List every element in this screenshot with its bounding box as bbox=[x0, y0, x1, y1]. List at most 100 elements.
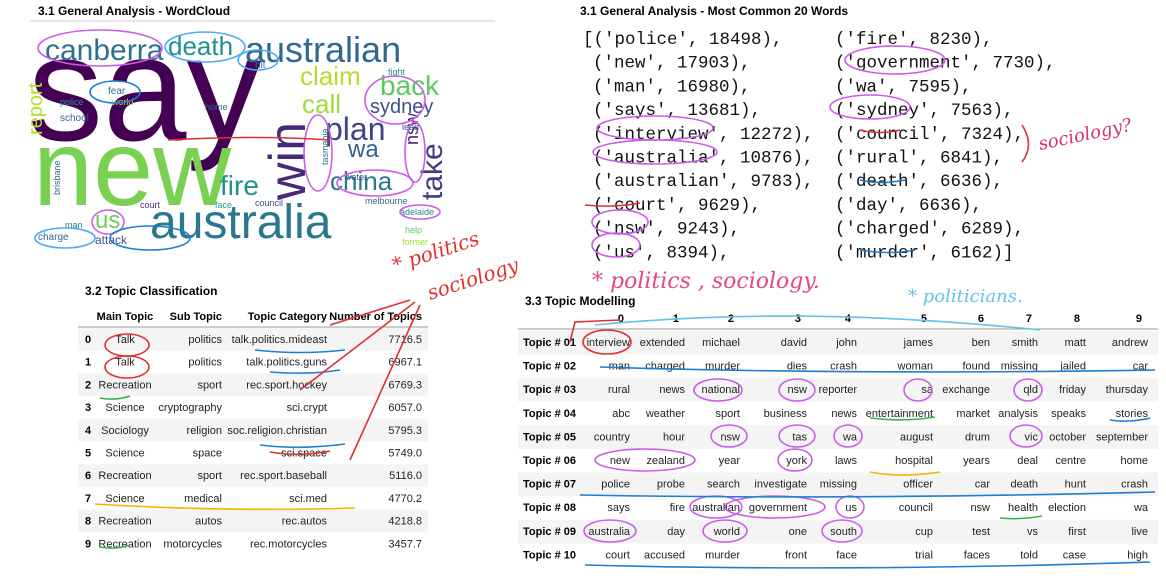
cloud-word: plan bbox=[325, 111, 386, 147]
cell: Talk bbox=[115, 334, 135, 346]
pen-circle bbox=[833, 424, 863, 448]
cell: nsw bbox=[720, 431, 740, 443]
cell: live bbox=[1131, 526, 1148, 538]
cloud-word: claim bbox=[300, 61, 361, 91]
cloud-word: call bbox=[302, 89, 341, 119]
modelling-title: 3.3 Topic Modelling bbox=[525, 294, 635, 308]
cell: jailed bbox=[1059, 361, 1086, 373]
cell: friday bbox=[1059, 384, 1086, 396]
cell: 4218.8 bbox=[388, 516, 422, 528]
cell: man bbox=[609, 361, 630, 373]
column-header: 7 bbox=[1026, 313, 1032, 325]
row-stripe bbox=[78, 328, 428, 351]
pen-circle bbox=[404, 121, 426, 183]
word-count-line: ('murder', 6162)] bbox=[835, 243, 1014, 263]
cell: talk.politics.guns bbox=[246, 357, 327, 369]
cloud-word: attack bbox=[95, 233, 128, 247]
cell: woman bbox=[897, 361, 933, 373]
pen-stroke bbox=[299, 299, 421, 461]
word-count-line: ('court', 9629), bbox=[593, 196, 761, 216]
row-index: 2 bbox=[85, 379, 91, 391]
cell: case bbox=[1063, 549, 1086, 561]
row-label: Topic # 06 bbox=[523, 455, 576, 467]
cell: david bbox=[781, 337, 807, 349]
cloud-word: win bbox=[259, 122, 317, 201]
row-label: Topic # 07 bbox=[523, 479, 576, 491]
cell: faces bbox=[964, 549, 991, 561]
pen-circle bbox=[821, 519, 863, 543]
pen-stroke bbox=[1109, 417, 1151, 422]
row-label: Topic # 04 bbox=[523, 408, 577, 420]
cell: rec.sport.baseball bbox=[240, 470, 327, 482]
cell: Recreation bbox=[98, 379, 151, 391]
pen-stroke bbox=[254, 349, 346, 354]
wordcloud-title: 3.1 General Analysis - WordCloud bbox=[38, 4, 230, 18]
cell: laws bbox=[835, 455, 858, 467]
cell: abc bbox=[612, 408, 630, 420]
cell: qld bbox=[1023, 384, 1038, 396]
column-header: Sub Topic bbox=[170, 311, 222, 323]
cell: drum bbox=[965, 431, 990, 443]
row-label: Topic # 05 bbox=[523, 431, 576, 443]
cell: august bbox=[900, 431, 933, 443]
pen-circle bbox=[693, 378, 743, 402]
cell: crash bbox=[1121, 479, 1148, 491]
cell: one bbox=[789, 526, 807, 538]
cloud-word: lead bbox=[402, 122, 419, 132]
cell: rec.autos bbox=[282, 516, 328, 528]
cell: south bbox=[830, 526, 857, 538]
cell: hour bbox=[663, 431, 685, 443]
cell: james bbox=[903, 337, 934, 349]
cell: Science bbox=[105, 448, 144, 460]
cell: ben bbox=[972, 337, 990, 349]
cell: 6057.0 bbox=[388, 402, 422, 414]
cell: nsw bbox=[787, 384, 807, 396]
row-stripe bbox=[518, 425, 1158, 449]
cloud-word: charge bbox=[38, 232, 69, 243]
pen-stroke bbox=[869, 416, 936, 421]
cell: politics bbox=[188, 357, 222, 369]
cell: business bbox=[764, 408, 808, 420]
pen-stroke bbox=[594, 315, 1041, 331]
row-stripe bbox=[78, 373, 428, 397]
cell: first bbox=[1068, 526, 1086, 538]
cell: politics bbox=[188, 334, 222, 346]
cell: 6769.3 bbox=[388, 379, 422, 391]
row-index: 6 bbox=[85, 470, 91, 482]
pen-circle bbox=[37, 29, 163, 67]
pen-circle bbox=[903, 378, 933, 402]
cell: cup bbox=[915, 526, 933, 538]
row-label: Topic # 03 bbox=[523, 384, 576, 396]
cell: market bbox=[956, 408, 990, 420]
pen-circle bbox=[399, 204, 441, 220]
cell: autos bbox=[195, 516, 222, 528]
pen-circle bbox=[829, 94, 911, 120]
pen-circle bbox=[164, 31, 246, 63]
cell: probe bbox=[657, 479, 685, 491]
cell: medical bbox=[184, 493, 222, 505]
word-count-line: ('wa', 7595), bbox=[835, 77, 972, 97]
cell: new bbox=[610, 455, 630, 467]
pen-circle bbox=[844, 45, 946, 75]
cell: year bbox=[719, 455, 741, 467]
cloud-word: home bbox=[205, 102, 228, 112]
cell: front bbox=[785, 549, 807, 561]
cloud-word: council bbox=[255, 198, 283, 208]
pen-circle bbox=[777, 448, 813, 472]
pen-circle bbox=[592, 139, 718, 165]
cell: country bbox=[594, 431, 631, 443]
cell: Recreation bbox=[98, 470, 151, 482]
pen-stroke bbox=[579, 491, 1156, 498]
cell: andrew bbox=[1112, 337, 1148, 349]
column-header: 3 bbox=[795, 313, 801, 325]
cloud-word: wa bbox=[347, 136, 379, 163]
cloud-word: australia bbox=[150, 196, 332, 249]
word-count-line: ('man', 16980), bbox=[593, 77, 751, 97]
column-header: 9 bbox=[1136, 313, 1142, 325]
cloud-word: melbourne bbox=[365, 196, 408, 206]
cloud-word: brisbane bbox=[52, 160, 62, 195]
cloud-word: tasmania bbox=[320, 128, 330, 165]
cell: interview bbox=[587, 337, 630, 349]
